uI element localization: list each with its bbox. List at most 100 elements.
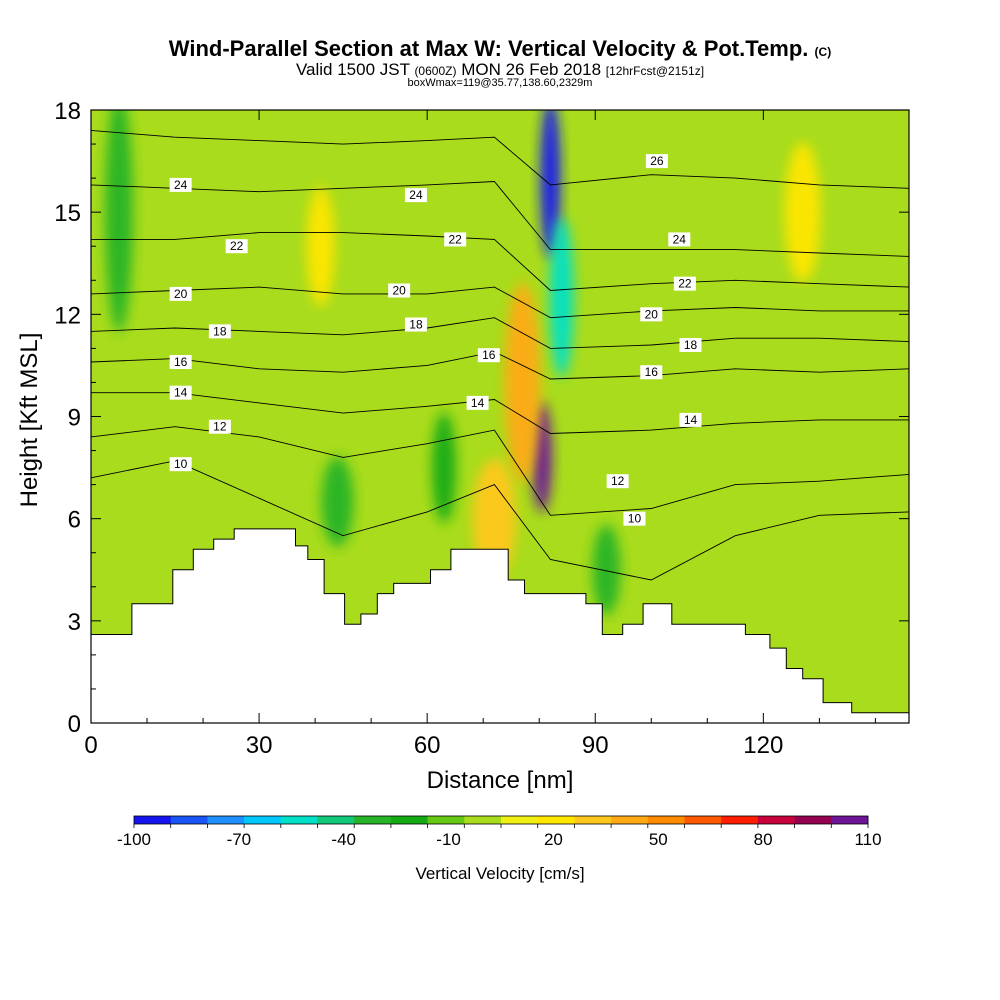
theta-contour-20 bbox=[91, 286, 909, 319]
contour-label: 14 bbox=[466, 395, 489, 410]
contour-label: 24 bbox=[668, 232, 691, 247]
contour-label: 16 bbox=[640, 365, 663, 380]
contour-label-text: 26 bbox=[650, 154, 664, 168]
colorbar-swatch bbox=[390, 816, 428, 824]
x-tick-label: 0 bbox=[84, 732, 97, 759]
colorbar: -100 -70 -40 -10 20 50 80 110 bbox=[117, 815, 882, 849]
contour-label-box bbox=[640, 307, 663, 322]
contour-label: 18 bbox=[404, 317, 427, 332]
colorbar-swatch bbox=[574, 816, 612, 824]
title-suffix: (C) bbox=[814, 45, 832, 59]
contour-label-box bbox=[645, 154, 668, 169]
contour-label-text: 20 bbox=[392, 283, 406, 297]
colorbar-swatch bbox=[354, 816, 392, 824]
colorbar-swatch bbox=[134, 816, 171, 824]
contour-label-text: 18 bbox=[409, 318, 423, 332]
contour-label-text: 12 bbox=[611, 474, 625, 488]
velocity-feature bbox=[431, 412, 456, 523]
contour-label-text: 24 bbox=[174, 178, 188, 192]
contour-label: 12 bbox=[208, 419, 231, 434]
contour-label-text: 22 bbox=[678, 277, 692, 291]
contour-labels: 24 22 20 18 16 14 12 10 24 22 20 18 16 14 26 24 22 20 18 16… bbox=[169, 154, 702, 526]
colorbar-swatch bbox=[537, 816, 575, 824]
colorbar-swatch bbox=[427, 816, 465, 824]
y-tick-label: 15 bbox=[54, 200, 81, 227]
contour-label-text: 24 bbox=[673, 232, 687, 246]
contour-label-box bbox=[169, 355, 192, 370]
contour-label: 24 bbox=[404, 188, 427, 203]
x-axis-label: Distance [nm] bbox=[426, 767, 574, 794]
velocity-feature bbox=[105, 110, 134, 333]
y-tick-label: 18 bbox=[54, 98, 81, 125]
y-axis-label: Height [Kft MSL] bbox=[16, 332, 43, 508]
contour-label-box bbox=[606, 474, 629, 489]
contour-label-text: 18 bbox=[684, 338, 698, 352]
contour-label-box bbox=[169, 457, 192, 472]
y-tick-label: 3 bbox=[68, 609, 81, 636]
terrain-fill bbox=[90, 528, 910, 724]
contour-label-box bbox=[404, 188, 427, 203]
contour-label-box bbox=[466, 395, 489, 410]
contour-label-text: 14 bbox=[471, 396, 485, 410]
x-tick-label: 120 bbox=[743, 732, 783, 759]
x-tick-label: 30 bbox=[246, 732, 273, 759]
colorbar-swatch bbox=[501, 816, 538, 824]
velocity-feature bbox=[306, 186, 335, 307]
contour-label: 20 bbox=[169, 286, 192, 301]
colorbar-swatch bbox=[464, 816, 502, 824]
colorbar-swatch bbox=[170, 816, 208, 824]
contour-label: 10 bbox=[169, 457, 192, 472]
x-tick-label: 90 bbox=[582, 732, 609, 759]
colorbar-swatch bbox=[317, 816, 355, 824]
contour-label-text: 22 bbox=[230, 239, 244, 253]
contour-label-box bbox=[477, 348, 500, 363]
colorbar-swatch bbox=[611, 816, 649, 824]
contour-label: 14 bbox=[169, 385, 192, 400]
contour-label-text: 16 bbox=[482, 348, 496, 362]
velocity-feature bbox=[504, 282, 541, 483]
colorbar-swatch bbox=[684, 816, 722, 824]
contour-label-box bbox=[208, 324, 231, 339]
colorbar-tick-label: 80 bbox=[754, 830, 773, 849]
colorbar-tick-label: 110 bbox=[854, 830, 881, 849]
contour-label-text: 10 bbox=[174, 457, 188, 471]
contour-label-box bbox=[388, 283, 411, 298]
y-tick-label: 12 bbox=[54, 302, 81, 329]
contour-label: 12 bbox=[606, 474, 629, 489]
contour-label-box bbox=[640, 365, 663, 380]
theta-contour-10 bbox=[91, 460, 909, 581]
contour-label-text: 16 bbox=[645, 365, 659, 379]
contour-label-box bbox=[169, 177, 192, 192]
contour-label-text: 20 bbox=[174, 287, 188, 301]
contour-label-box bbox=[225, 239, 248, 254]
colorbar-swatch bbox=[207, 816, 245, 824]
contour-label-box bbox=[444, 232, 467, 247]
colorbar-tick-label: -100 bbox=[117, 830, 151, 849]
contour-label-box bbox=[404, 317, 427, 332]
contour-label: 22 bbox=[225, 239, 248, 254]
velocity-feature bbox=[592, 524, 621, 615]
terrain bbox=[90, 528, 910, 724]
colorbar-tick-label: 50 bbox=[649, 830, 668, 849]
contour-label: 20 bbox=[388, 283, 411, 298]
colorbar-swatch bbox=[280, 816, 318, 824]
colorbar-tick-label: 20 bbox=[544, 830, 563, 849]
contour-label-box bbox=[208, 419, 231, 434]
colorbar-swatch bbox=[831, 816, 869, 824]
valid-utc: (0600Z) bbox=[414, 64, 457, 78]
theta-contour-24 bbox=[91, 181, 909, 257]
contour-label: 10 bbox=[623, 511, 646, 526]
colorbar-swatch bbox=[244, 816, 282, 824]
chart-title: Wind-Parallel Section at Max W: Vertical… bbox=[168, 36, 832, 61]
contour-label-box bbox=[679, 337, 702, 352]
theta-contour-18 bbox=[91, 317, 909, 349]
contour-label-text: 14 bbox=[684, 413, 698, 427]
theta-contour-26 bbox=[91, 129, 909, 189]
contour-label: 18 bbox=[679, 337, 702, 352]
contour-label-box bbox=[169, 385, 192, 400]
contour-label: 26 bbox=[645, 154, 668, 169]
colorbar-tick-label: -40 bbox=[331, 830, 356, 849]
theta-contour-22 bbox=[91, 232, 909, 291]
contour-label-box bbox=[623, 511, 646, 526]
y-tick-label: 6 bbox=[68, 507, 81, 534]
